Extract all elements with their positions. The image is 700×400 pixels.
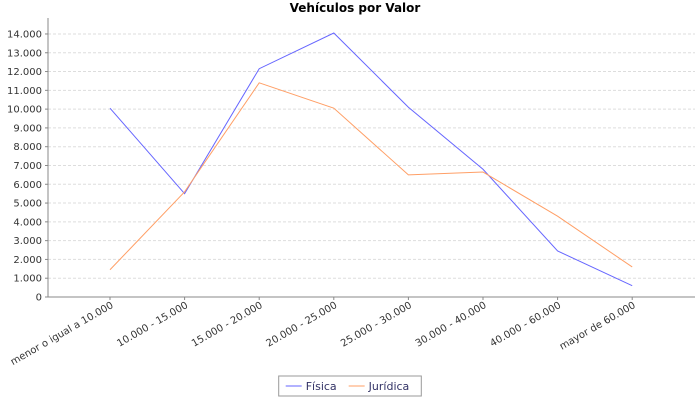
legend: Física Jurídica: [278, 375, 422, 397]
y-tick-label: 6.000: [13, 180, 42, 191]
series-line: [109, 82, 633, 271]
chart-title: Vehículos por Valor: [290, 1, 421, 15]
y-tick-label: 11.000: [7, 86, 42, 97]
y-tick-label: 0: [36, 293, 42, 304]
x-tick-label: 20.000 - 25.000: [265, 300, 340, 350]
x-tick-label: menor o igual a 10.000: [9, 300, 116, 368]
y-tick-label: 2.000: [13, 255, 42, 266]
y-tick-label: 14.000: [7, 29, 42, 40]
y-tick-label: 3.000: [13, 236, 42, 247]
legend-label: Jurídica: [368, 380, 410, 393]
y-tick-label: 1.000: [13, 274, 42, 285]
y-tick-label: 9.000: [13, 123, 42, 134]
y-tick-label: 13.000: [7, 48, 42, 59]
x-tick-label: 30.000 - 40.000: [414, 300, 489, 350]
x-tick-label: 10.000 - 15.000: [115, 300, 190, 350]
legend-label: Física: [306, 380, 337, 393]
y-tick-label: 4.000: [13, 217, 42, 228]
x-tick-label: 25.000 - 30.000: [339, 300, 414, 350]
y-tick-label: 12.000: [7, 67, 42, 78]
series-line: [109, 32, 633, 287]
x-tick-label: 40.000 - 60.000: [488, 300, 563, 350]
y-tick-label: 10.000: [7, 105, 42, 116]
y-tick-label: 8.000: [13, 142, 42, 153]
x-tick-label: 15.000 - 20.000: [190, 300, 265, 350]
y-tick-label: 7.000: [13, 161, 42, 172]
y-tick-label: 5.000: [13, 199, 42, 210]
x-tick-label: mayor de 60.000: [558, 300, 638, 352]
